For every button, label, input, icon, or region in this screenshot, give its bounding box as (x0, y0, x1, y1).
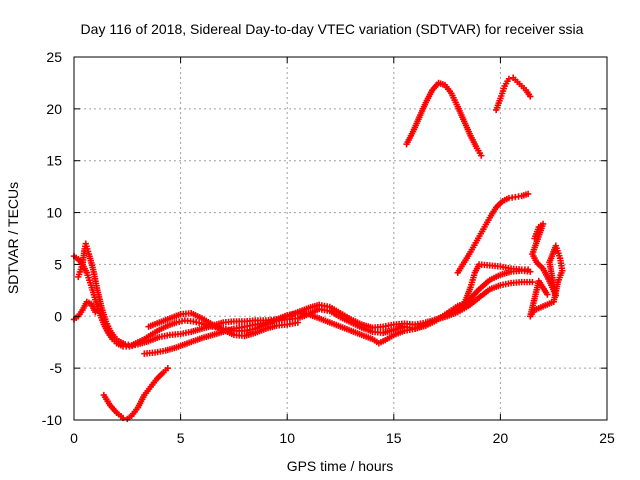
series-track-e (100, 364, 172, 423)
series-track-i (527, 220, 566, 320)
grid (74, 57, 607, 420)
series-track-b (75, 240, 534, 349)
chart-title: Day 116 of 2018, Sidereal Day-to-day VTE… (81, 21, 584, 37)
data-point (164, 364, 172, 372)
y-tick-label: -10 (42, 412, 62, 428)
y-tick-label: 5 (54, 256, 62, 272)
y-tick-label: 0 (54, 308, 62, 324)
x-tick-label: 15 (386, 430, 402, 446)
series-track-d (70, 298, 302, 340)
data-point (505, 75, 513, 82)
axis-tick-labels: 0 5 10 15 20 25 -10 -5 0 5 10 15 20 25 (42, 49, 615, 446)
data-point (524, 266, 532, 273)
x-tick-label: 0 (70, 430, 78, 446)
x-tick-label: 5 (177, 430, 185, 446)
data-point (529, 278, 536, 286)
series-track-g (492, 74, 534, 114)
axis-ticks (73, 56, 608, 421)
x-axis-label: GPS time / hours (287, 458, 394, 474)
y-tick-label: 20 (46, 101, 62, 117)
x-tick-label: 10 (279, 430, 295, 446)
y-tick-label: -5 (50, 360, 63, 376)
data-point (524, 190, 532, 198)
plot-frame (73, 56, 608, 421)
data-point (92, 308, 99, 316)
y-axis-label: SDTVAR / TECUs (5, 182, 21, 294)
data-point (294, 319, 302, 326)
series-track-h (454, 190, 532, 276)
y-tick-label: 15 (46, 153, 62, 169)
series-track-f (403, 79, 485, 159)
series-track-c (141, 261, 532, 357)
x-tick-label: 20 (493, 430, 509, 446)
data-point (527, 93, 534, 100)
x-tick-label: 25 (599, 430, 615, 446)
y-tick-label: 10 (46, 205, 62, 221)
data-points (70, 74, 566, 423)
series-track-a (70, 252, 536, 350)
data-point (544, 291, 551, 298)
y-tick-label: 25 (46, 49, 62, 65)
data-point (478, 152, 485, 159)
